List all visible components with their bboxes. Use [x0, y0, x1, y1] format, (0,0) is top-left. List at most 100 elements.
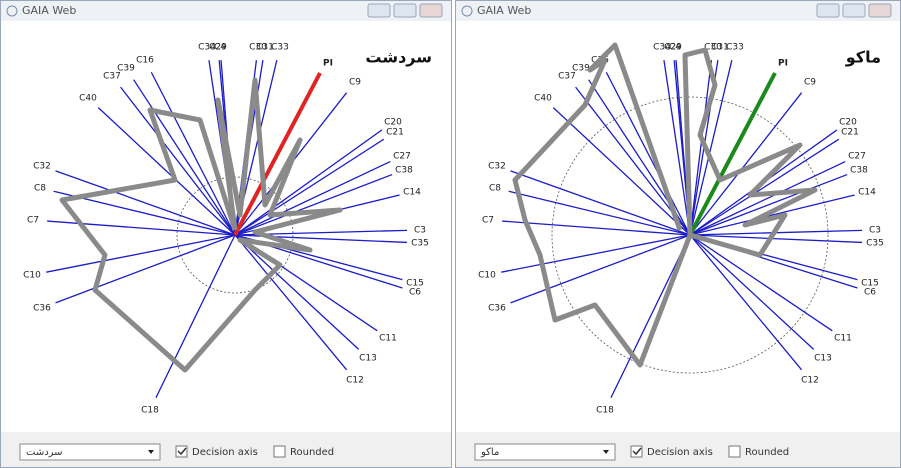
criterion-axis — [234, 160, 391, 236]
axis-label: C30 — [704, 43, 722, 53]
axis-label: C21 — [841, 128, 859, 138]
axis-label: C14 — [403, 188, 421, 198]
axis-label: C12 — [801, 376, 819, 386]
axis-label: C11 — [379, 334, 397, 344]
dropdown-arrow — [148, 450, 154, 454]
chart-title: سردشت — [365, 48, 432, 67]
criterion-axis — [605, 71, 691, 236]
criterion-axis — [55, 234, 236, 304]
criterion-axis — [120, 86, 236, 236]
axis-label: C16 — [136, 56, 154, 66]
criterion-axis — [55, 170, 236, 236]
axis-label: C8 — [489, 184, 501, 194]
window-button[interactable] — [367, 3, 391, 18]
criterion-axis — [689, 160, 846, 236]
decision-checkbox[interactable] — [630, 445, 643, 458]
title-bar — [456, 1, 900, 21]
axis-label: C21 — [386, 128, 404, 138]
criterion-axis — [97, 107, 236, 236]
window-button[interactable] — [842, 3, 866, 18]
axis-label: C7 — [482, 216, 494, 226]
decision-checkbox[interactable] — [175, 445, 188, 458]
criterion-axis — [155, 234, 236, 399]
axis-label: C39 — [117, 64, 135, 74]
criterion-axis — [133, 79, 236, 236]
axis-label: C4 — [214, 43, 226, 53]
window-title: GAIA Web — [22, 4, 76, 17]
axis-label: C20 — [384, 118, 402, 128]
criterion-axis — [510, 234, 691, 304]
criterion-axis — [689, 173, 848, 236]
criterion-axis — [610, 234, 691, 399]
axis-label: C6 — [864, 288, 876, 298]
criterion-axis — [234, 173, 393, 236]
axis-label: C38 — [395, 166, 413, 176]
criterion-axis — [689, 194, 855, 236]
axis-label: C37 — [558, 72, 576, 82]
axis-label: C18 — [596, 406, 614, 416]
rounded-checkbox[interactable] — [728, 445, 741, 458]
criterion-axis — [689, 234, 815, 350]
criterion-axis — [508, 190, 691, 236]
axis-label: C10 — [23, 271, 41, 281]
criterion-axis — [689, 92, 803, 236]
window-button[interactable] — [816, 3, 840, 18]
axis-label: C9 — [804, 78, 816, 88]
decision-label: PI — [778, 59, 788, 69]
axis-label: C39 — [572, 64, 590, 74]
axis-label: C6 — [409, 288, 421, 298]
window-button[interactable] — [393, 3, 417, 18]
axis-label: C15 — [406, 279, 424, 289]
axis-label: C36 — [488, 304, 506, 314]
criterion-axis — [689, 234, 863, 244]
alternative-profile — [59, 77, 343, 373]
axis-label: C20 — [839, 118, 857, 128]
axis-label: C36 — [33, 304, 51, 314]
axis-label: C31 — [711, 43, 729, 53]
decision-axis — [233, 72, 322, 236]
decision-axis-option: Decision axis — [647, 447, 713, 458]
axis-label: C15 — [861, 279, 879, 289]
check-mark — [177, 447, 187, 456]
window-title: GAIA Web — [477, 4, 531, 17]
alternative-profile — [512, 42, 818, 368]
axis-label: C12 — [346, 376, 364, 386]
title-bar — [1, 1, 451, 21]
window-button[interactable] — [868, 3, 892, 18]
axis-label: C30 — [249, 43, 267, 53]
criterion-axis — [501, 234, 691, 273]
axis-label: C38 — [850, 166, 868, 176]
criterion-axis — [502, 220, 691, 236]
criterion-axis — [689, 234, 803, 371]
selector[interactable] — [474, 443, 616, 461]
axis-label: C33 — [726, 43, 744, 53]
axis-label: C27 — [848, 152, 866, 162]
app-icon — [461, 5, 473, 17]
unit-circle — [551, 96, 829, 374]
criterion-axis — [663, 60, 691, 236]
axis-label: C3 — [414, 226, 426, 236]
axis-label: C13 — [814, 354, 832, 364]
criterion-axis — [234, 234, 360, 350]
rounded-option: Rounded — [745, 447, 789, 458]
axis-label: C10 — [478, 271, 496, 281]
decision-axis — [688, 72, 777, 236]
axis-label: C29 — [664, 43, 682, 53]
criterion-axis — [689, 138, 840, 236]
window-button[interactable] — [419, 3, 443, 18]
dropdown-arrow — [603, 450, 609, 454]
axis-label: C7 — [27, 216, 39, 226]
axis-label: C8 — [34, 184, 46, 194]
axis-label: C27 — [393, 152, 411, 162]
axis-label: C9 — [349, 78, 361, 88]
axis-label: C32 — [488, 162, 506, 172]
rounded-checkbox[interactable] — [273, 445, 286, 458]
criterion-axis — [150, 71, 236, 236]
axis-label: C4 — [669, 43, 681, 53]
selector[interactable] — [19, 443, 161, 461]
decision-axis-option: Decision axis — [192, 447, 258, 458]
